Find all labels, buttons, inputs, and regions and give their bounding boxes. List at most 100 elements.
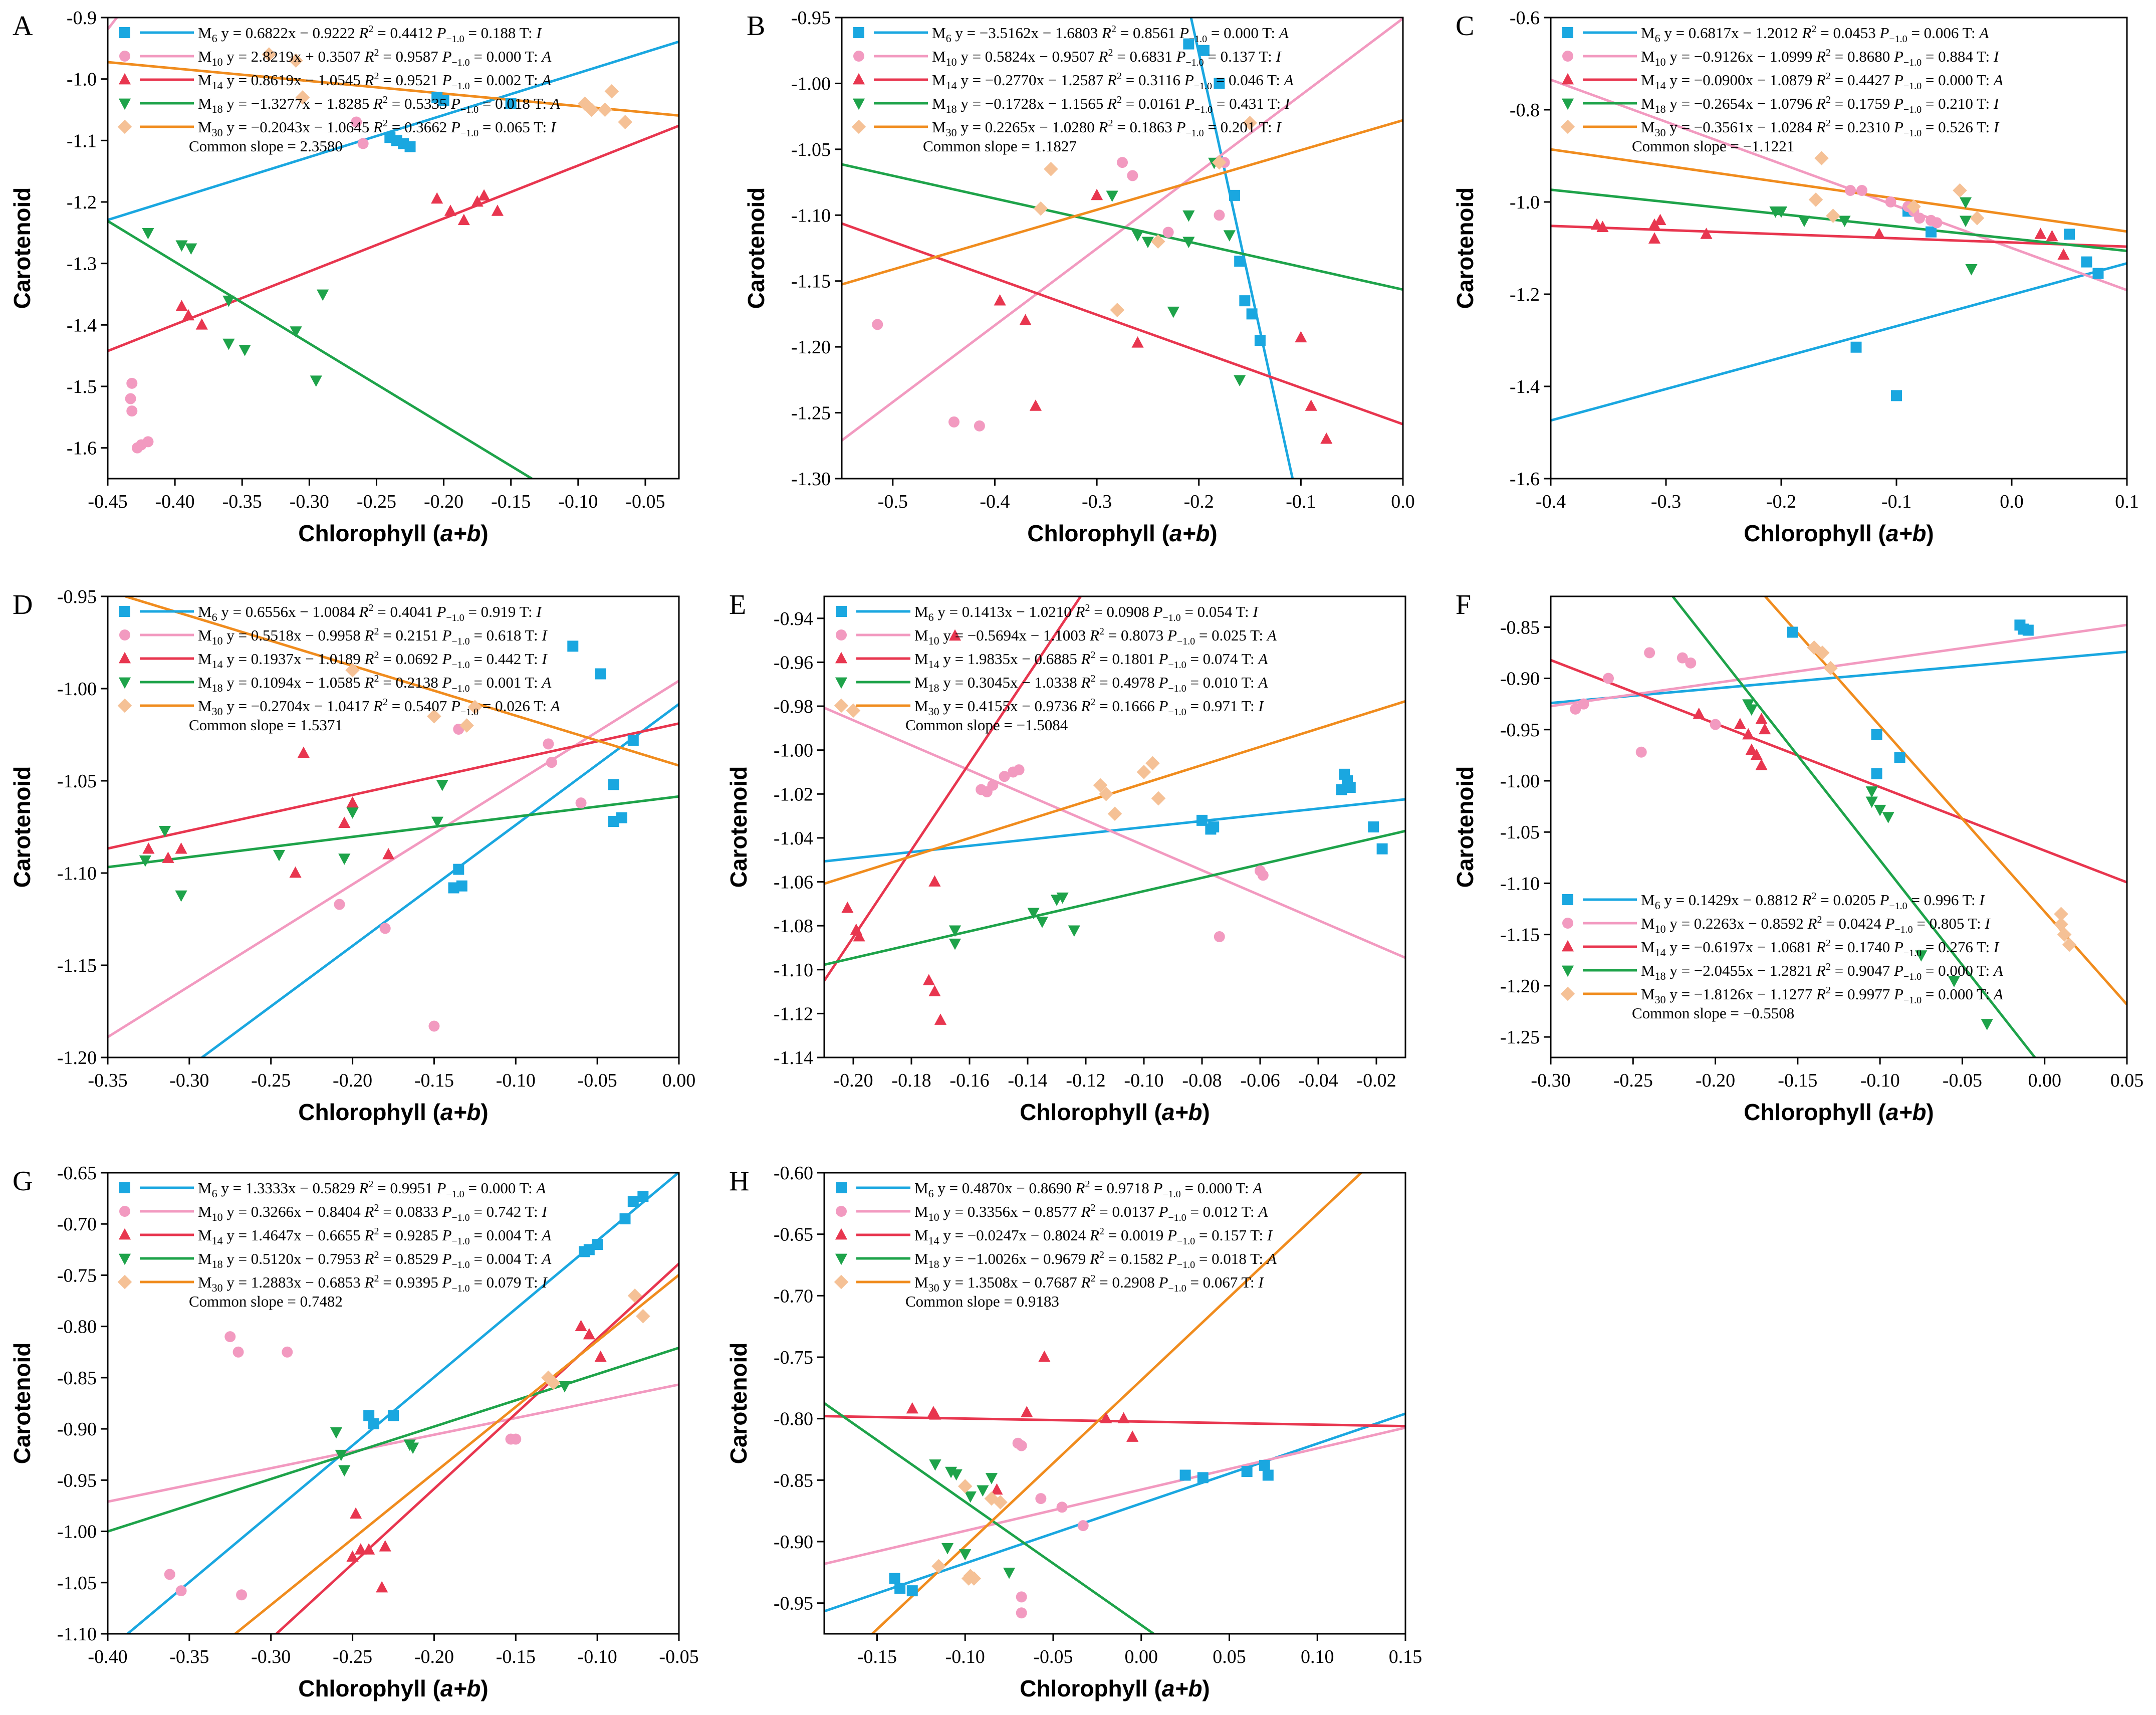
data-point-M14 xyxy=(477,189,491,201)
legend-marker-M10 xyxy=(836,629,847,640)
x-tick-label: 0.00 xyxy=(662,1070,696,1091)
legend-marker-M14 xyxy=(118,73,131,85)
legend-marker-M18 xyxy=(835,677,848,689)
y-tick-label: -0.80 xyxy=(57,1317,97,1338)
data-point-M14 xyxy=(349,1507,362,1519)
data-point-M6 xyxy=(1376,843,1388,854)
regression-lines xyxy=(824,1173,1405,1634)
legend-p-value: = 0.000 T: xyxy=(470,48,542,65)
legend-p-value: = 0.000 T: xyxy=(1922,71,1994,89)
data-point-M6 xyxy=(1871,768,1882,779)
plot-frame xyxy=(107,595,680,1058)
legend-p-value: = 0.000 T: xyxy=(464,1179,537,1197)
legend-p-value: = 0.442 T: xyxy=(470,650,542,668)
x-tick-label: -0.14 xyxy=(1008,1070,1047,1091)
legend-t-value: I xyxy=(550,118,557,136)
legend-p-label: P xyxy=(1893,71,1903,89)
regression-line-M10 xyxy=(108,18,118,31)
data-point-M6 xyxy=(1871,729,1882,740)
data-points xyxy=(125,47,633,454)
legend-marker-M18 xyxy=(118,1253,131,1265)
legend-equation: y = −1.8126x − 1.1277 xyxy=(1666,985,1816,1003)
y-tick-label: -1.20 xyxy=(1500,976,1540,997)
y-tick-label: -0.75 xyxy=(57,1265,97,1286)
data-point-M6 xyxy=(592,1239,603,1250)
data-point-M18 xyxy=(431,816,444,828)
x-axis-title-italic: a+b xyxy=(440,1675,481,1701)
x-tick-label: -0.05 xyxy=(1033,1646,1073,1667)
legend-entry-M18: M18 y = −1.0026x − 0.9679 R2 = 0.1582 P−… xyxy=(914,1249,1277,1270)
data-point-M18 xyxy=(1965,264,1978,276)
x-axis-title: Chlorophyll (a+b) xyxy=(1744,520,1934,546)
legend-p-value: = 0.884 T: xyxy=(1922,48,1994,65)
legend-r2-sup: 2 xyxy=(1826,985,1831,996)
x-tick-label: -0.30 xyxy=(1531,1070,1570,1091)
data-point-M30 xyxy=(846,703,861,718)
data-point-M18 xyxy=(1223,230,1236,242)
data-point-M30 xyxy=(1107,806,1122,821)
data-point-M6 xyxy=(889,1573,900,1584)
legend: M6 y = −3.5162x − 1.6803 R2 = 0.8561 P−1… xyxy=(851,24,1294,155)
data-point-M6 xyxy=(404,141,416,152)
data-point-M30 xyxy=(1906,199,1921,214)
legend-p-sub: −1.0 xyxy=(1168,1283,1186,1294)
legend-subscript: 18 xyxy=(928,682,939,694)
data-point-M18 xyxy=(317,289,329,301)
data-point-M18 xyxy=(964,1491,977,1503)
legend-r2-label: R xyxy=(364,626,374,644)
data-point-M10 xyxy=(1644,647,1655,659)
legend-r2-label: R xyxy=(1081,674,1091,691)
legend-p-sub: −1.0 xyxy=(451,1283,469,1294)
legend-subscript: 10 xyxy=(1655,923,1666,935)
x-tick-label: -0.25 xyxy=(1613,1070,1653,1091)
data-point-M18 xyxy=(977,1485,989,1497)
legend-r2-sup: 2 xyxy=(374,650,379,661)
x-tick-label: -0.20 xyxy=(424,491,463,512)
y-tick-label: -1.00 xyxy=(791,73,831,94)
x-tick-label: 0.10 xyxy=(1301,1646,1334,1667)
data-point-M14 xyxy=(1100,1412,1112,1424)
x-tick-label: 0.0 xyxy=(1391,491,1415,512)
legend-p-sub: −1.0 xyxy=(1889,34,1907,45)
chart-panel-A: A -0.45 -0.40 -0.35 -0.30 -0.25 -0.20 -0.15 -0.1… xyxy=(9,8,680,546)
legend-p-value: = 0.054 T: xyxy=(1181,603,1253,620)
legend-r2-sup: 2 xyxy=(1817,914,1822,925)
legend-p-value: = 0.137 T: xyxy=(1204,48,1276,65)
plot-frame xyxy=(1550,17,2128,480)
legend-r2-label: R xyxy=(1081,650,1091,668)
y-tick-label: -1.00 xyxy=(57,1522,97,1543)
x-tick-label: -0.15 xyxy=(414,1070,454,1091)
data-point-M14 xyxy=(444,204,457,216)
legend-t-value: I xyxy=(536,24,542,42)
legend-marker-M6 xyxy=(119,27,130,38)
x-tick-label: -0.40 xyxy=(88,1646,127,1667)
legend-p-sub: −1.0 xyxy=(1903,995,1922,1006)
x-tick-label: -0.2 xyxy=(1766,491,1796,512)
legend-p-value: = 0.046 T: xyxy=(1212,71,1284,89)
data-point-M10 xyxy=(351,116,362,128)
legend-entry-M6: M6 y = 0.4870x − 0.8690 R2 = 0.9718 P−1.… xyxy=(914,1179,1263,1200)
legend-p-value: = 0.010 T: xyxy=(1186,674,1259,691)
legend-r2-sup: 2 xyxy=(1090,1273,1095,1284)
legend-p-sub: −1.0 xyxy=(451,1212,469,1223)
legend-subscript: 30 xyxy=(212,126,223,139)
legend-marker-M10 xyxy=(1562,51,1573,62)
legend-p-value: = 0.431 T: xyxy=(1213,95,1285,112)
legend-p-sub: −1.0 xyxy=(1185,57,1204,68)
legend-entry-M10: M10 y = 0.5518x − 0.9958 R2 = 0.2151 P−1… xyxy=(198,626,548,647)
legend-equation: y = −0.0247x − 0.8024 xyxy=(939,1226,1090,1244)
x-axis-title-close: ) xyxy=(1202,1675,1210,1701)
x-axis-title-italic: a+b xyxy=(1169,520,1210,546)
data-point-M10 xyxy=(1056,1502,1068,1513)
legend-r2-sup: 2 xyxy=(1117,94,1122,105)
legend-subscript: 18 xyxy=(1655,970,1666,982)
legend-p-label: P xyxy=(436,1179,446,1197)
legend-marker-M18 xyxy=(1561,98,1574,110)
legend-r2-sup: 2 xyxy=(374,1249,379,1260)
data-point-M6 xyxy=(608,779,619,790)
data-point-M14 xyxy=(338,816,351,828)
legend-t-value: A xyxy=(541,48,552,65)
legend-p-label: P xyxy=(1893,985,1903,1003)
legend-p-label: P xyxy=(441,674,451,691)
legend-r2-sup: 2 xyxy=(1085,1179,1090,1190)
